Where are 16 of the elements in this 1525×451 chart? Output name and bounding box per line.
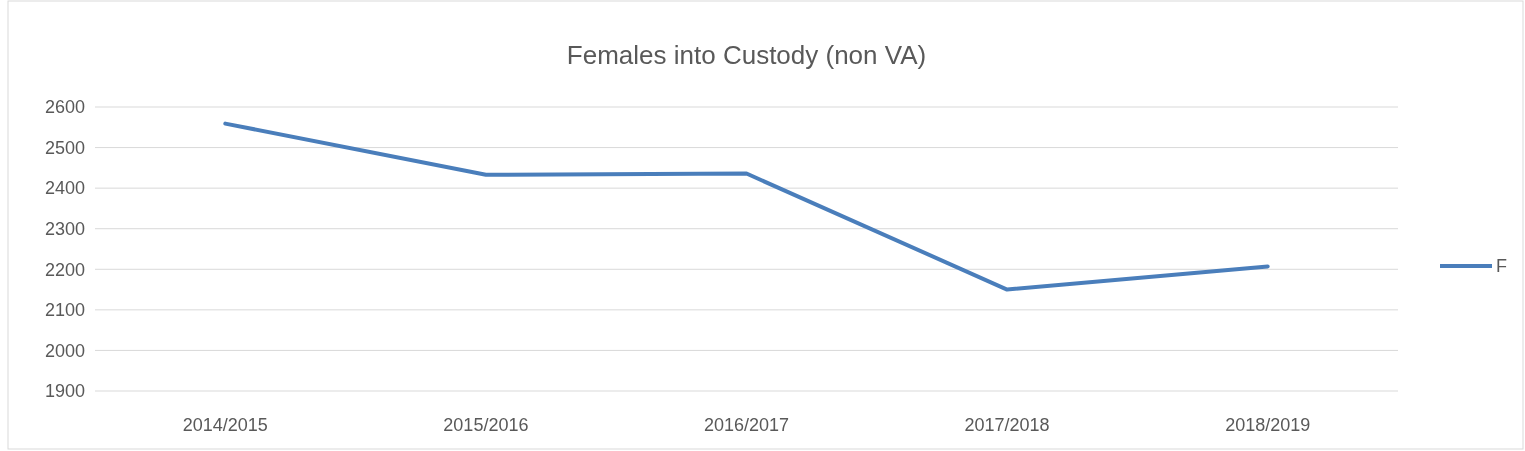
- y-tick-label: 2600: [44, 97, 85, 118]
- y-tick-label: 2500: [44, 137, 85, 158]
- y-tick-label: 1900: [44, 381, 85, 402]
- y-tick-label: 2200: [44, 259, 85, 280]
- x-tick-label: 2018/2019: [1225, 415, 1311, 435]
- y-tick-label: 2000: [44, 340, 85, 361]
- chart-title: Females into Custody (non VA): [566, 40, 927, 70]
- line-series: [223, 121, 1270, 292]
- y-tick-label: 2100: [44, 300, 85, 321]
- x-tick-label: 2017/2018: [964, 415, 1050, 435]
- x-tick-label: 2014/2015: [182, 415, 268, 435]
- y-tick-label: 2300: [44, 219, 85, 240]
- legend-label: F: [1496, 256, 1507, 277]
- y-tick-label: 2400: [44, 178, 85, 199]
- x-tick-label: 2016/2017: [703, 415, 790, 435]
- x-tick-label: 2015/2016: [443, 415, 529, 435]
